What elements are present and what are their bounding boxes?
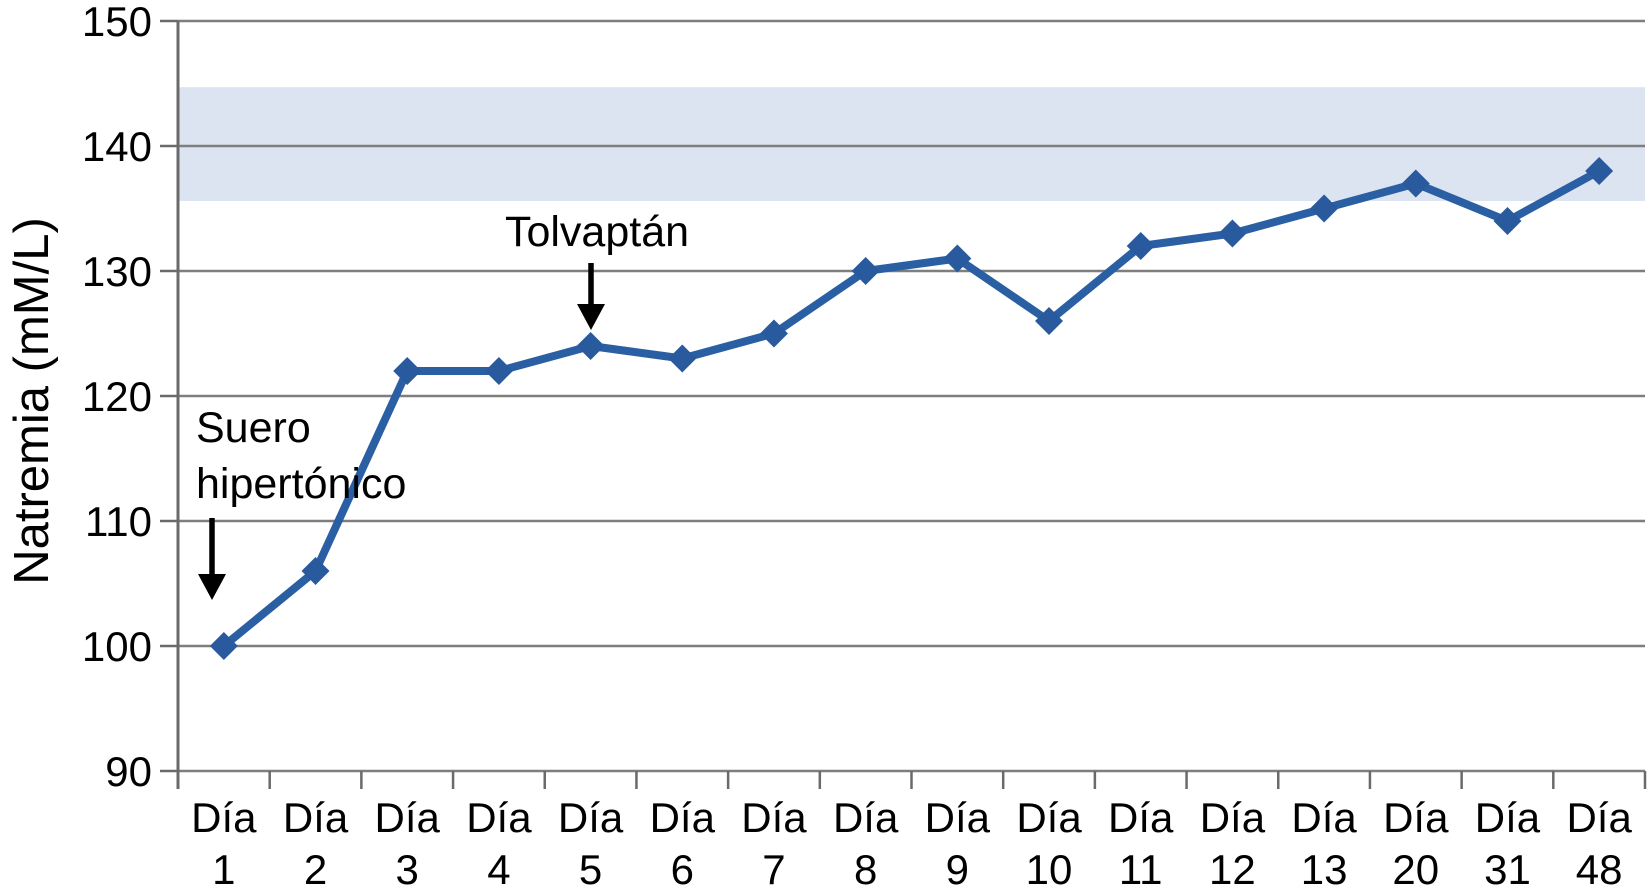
x-tick-label-prefix: Día xyxy=(558,794,624,841)
x-tick-label-prefix: Día xyxy=(650,794,716,841)
data-point-marker xyxy=(943,244,972,273)
x-tick-label-value: 20 xyxy=(1392,846,1439,893)
data-point-marker xyxy=(668,344,697,373)
x-tick-label-value: 11 xyxy=(1119,846,1163,893)
data-point-marker xyxy=(851,257,880,285)
x-tick-label-value: 5 xyxy=(579,846,602,893)
x-tick-label-prefix: Día xyxy=(1475,794,1541,841)
x-tick-label-prefix: Día xyxy=(283,794,349,841)
x-tick-label-prefix: Día xyxy=(375,794,441,841)
x-tick-label-prefix: Día xyxy=(1016,794,1082,841)
x-tick-label-value: 2 xyxy=(304,846,327,893)
x-tick-label-value: 4 xyxy=(487,846,510,893)
y-tick-label: 130 xyxy=(82,248,152,295)
y-tick-label: 100 xyxy=(82,623,152,670)
x-tick-label-value: 8 xyxy=(854,846,877,893)
data-point-marker xyxy=(1585,157,1614,185)
x-tick-label-value: 31 xyxy=(1484,846,1531,893)
x-tick-label-value: 13 xyxy=(1301,846,1348,893)
data-point-marker xyxy=(576,332,605,360)
x-tick-label-value: 48 xyxy=(1576,846,1623,893)
x-tick-label-prefix: Día xyxy=(925,794,991,841)
annotation-text: hipertónico xyxy=(196,460,406,508)
x-tick-label-prefix: Día xyxy=(1108,794,1174,841)
data-point-marker xyxy=(484,357,513,385)
data-point-marker xyxy=(1493,207,1522,235)
x-tick-label-value: 3 xyxy=(396,846,419,893)
x-tick-label-value: 7 xyxy=(762,846,785,893)
x-tick-label-prefix: Día xyxy=(741,794,807,841)
data-point-marker xyxy=(301,557,330,585)
data-point-marker xyxy=(1310,194,1339,223)
x-tick-label-value: 6 xyxy=(671,846,694,893)
data-point-marker xyxy=(1035,307,1064,335)
data-point-marker xyxy=(393,357,422,385)
x-tick-label-value: 9 xyxy=(946,846,969,893)
x-tick-label-prefix: Día xyxy=(466,794,532,841)
annotation-text: Suero xyxy=(196,404,311,452)
x-tick-label-prefix: Día xyxy=(1383,794,1449,841)
data-point-marker xyxy=(1218,219,1247,248)
x-tick-label-value: 1 xyxy=(212,846,235,893)
data-point-marker xyxy=(1401,169,1430,198)
x-tick-label-prefix: Día xyxy=(1200,794,1266,841)
y-axis-title: Natremia (mM/L) xyxy=(5,217,59,585)
x-tick-label-prefix: Día xyxy=(1566,794,1632,841)
x-tick-label-value: 10 xyxy=(1026,846,1073,893)
data-point-marker xyxy=(209,632,238,660)
annotation-arrow-head xyxy=(577,304,605,330)
x-tick-label-value: 12 xyxy=(1209,846,1256,893)
y-tick-label: 120 xyxy=(82,373,152,420)
y-tick-label: 140 xyxy=(82,123,152,170)
x-tick-label-prefix: Día xyxy=(1291,794,1357,841)
annotation-arrow-head xyxy=(198,574,226,600)
annotation-text: Tolvaptán xyxy=(505,208,689,256)
normal-range-band xyxy=(178,87,1645,201)
x-tick-label-prefix: Día xyxy=(191,794,257,841)
data-point-marker xyxy=(1126,232,1155,260)
data-point-marker xyxy=(759,319,788,348)
y-tick-label: 110 xyxy=(85,498,152,545)
y-tick-label: 90 xyxy=(105,748,152,795)
x-tick-label-prefix: Día xyxy=(833,794,899,841)
y-tick-label: 150 xyxy=(82,0,152,45)
series-line xyxy=(219,167,1604,650)
